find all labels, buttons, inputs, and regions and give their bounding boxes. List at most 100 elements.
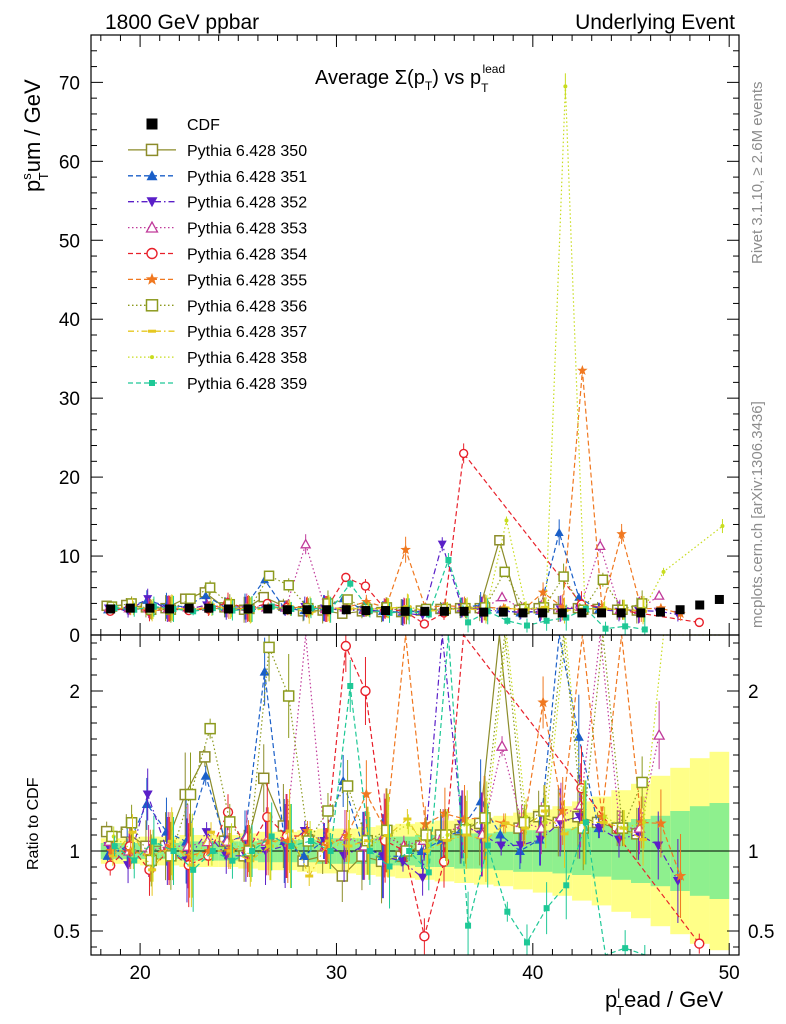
series-10-point-ratio-5 — [209, 848, 216, 854]
series-6-point-ratio-11 — [321, 840, 333, 851]
legend-item-3: Pythia 6.428 352 — [128, 195, 307, 212]
series-9-point-ratio-25 — [602, 814, 607, 819]
series-3-point-ratio-2 — [142, 790, 153, 800]
series-7-point-main-23 — [558, 571, 569, 582]
series-7-point-main-25 — [597, 574, 609, 585]
xlabel-base: p — [605, 987, 617, 1012]
series-7-point-main-12 — [342, 594, 353, 605]
series-8-point-ratio-17 — [442, 838, 451, 842]
series-10-point-ratio-8 — [268, 833, 275, 840]
series-10-point-ratio-0 — [111, 843, 118, 850]
series-5-point-main-13 — [360, 581, 371, 591]
plot-title: Average Σ(pT) vs pTlead — [315, 62, 505, 95]
y-tick-label-main-60: 60 — [59, 152, 80, 173]
series-9-point-ratio-22 — [543, 820, 548, 825]
series-10-point-main-22 — [543, 617, 550, 624]
series-6-point-ratio-28 — [655, 817, 667, 829]
series-8-point-ratio-11 — [324, 839, 333, 843]
series-10-point-ratio-10 — [307, 838, 314, 844]
series-7-point-ratio-21 — [518, 816, 531, 829]
series-8-point-ratio-6 — [226, 849, 235, 853]
legend-marker-10 — [149, 380, 155, 386]
cdf-point-25 — [597, 608, 607, 618]
series-3-point-ratio-22 — [535, 835, 546, 845]
series-10-point-ratio-6 — [229, 857, 236, 864]
series-9-point-ratio-26 — [622, 826, 627, 831]
series-7-point-ratio-19 — [479, 812, 491, 824]
series-10-point-main-17 — [445, 557, 452, 563]
y-axis-label-ratio: Ratio to CDF — [25, 777, 42, 870]
series-7-point-ratio-6 — [224, 816, 236, 828]
series-6-point-ratio-29 — [674, 870, 687, 881]
series-2-point-main-5 — [201, 591, 211, 600]
series-4-point-ratio-23 — [554, 810, 568, 822]
cdf-point-2 — [145, 603, 155, 613]
series-6-point-ratio-3 — [164, 840, 176, 851]
legend-item-5: Pythia 6.428 354 — [128, 247, 307, 264]
header-right: Underlying Event — [575, 11, 735, 34]
series-10-point-ratio-22 — [543, 905, 550, 912]
series-7-line-ratio — [111, 634, 643, 862]
series-7-line-main — [111, 570, 643, 612]
legend-item-10: Pythia 6.428 359 — [128, 376, 307, 393]
legend-label-9: Pythia 6.428 358 — [187, 350, 307, 367]
series-6-line-ratio — [111, 634, 682, 877]
series-3-point-main-17 — [437, 540, 447, 549]
series-10-point-main-12 — [347, 580, 354, 587]
header-left: 1800 GeV ppbar — [105, 11, 259, 34]
series-3-point-main-2 — [143, 595, 153, 604]
series-7-point-main-27 — [636, 598, 648, 609]
legend-marker-2 — [146, 170, 158, 181]
series-7-point-ratio-8 — [263, 641, 275, 654]
plot-title-main: Average Σ(p — [315, 67, 425, 89]
series-9-point-ratio-5 — [209, 853, 214, 858]
ylabel-sub: T — [36, 172, 51, 180]
series-9-line-main — [113, 86, 723, 612]
series-10-point-ratio-26 — [622, 945, 629, 952]
legend-marker-0 — [146, 118, 158, 130]
legend-marker-9 — [150, 355, 154, 360]
series-8-point-ratio-0 — [108, 854, 117, 858]
series-8-point-ratio-5 — [207, 830, 216, 834]
series-10-point-main-25 — [602, 625, 609, 632]
xlabel-sup: l — [617, 986, 620, 1001]
series-7-point-ratio-5 — [204, 722, 216, 735]
x-tick-label-30: 30 — [326, 963, 347, 984]
series-8-point-ratio-18 — [462, 833, 471, 837]
series-6-point-ratio-22 — [537, 696, 549, 708]
series-8-point-ratio-12 — [344, 844, 353, 848]
series-8-point-ratio-2 — [148, 868, 157, 872]
series-7-point-ratio-16 — [420, 829, 432, 841]
series-8-point-ratio-19 — [481, 838, 490, 842]
series-10-point-ratio-21 — [523, 939, 530, 946]
legend-item-8: Pythia 6.428 357 — [128, 324, 307, 341]
series-8-point-ratio-20 — [501, 821, 510, 825]
series-6-point-ratio-25 — [596, 810, 608, 822]
series-6-point-ratio-23 — [557, 805, 569, 816]
series-2-point-main-23 — [554, 527, 564, 536]
cdf-point-4 — [184, 603, 194, 613]
series-5-point-ratio-20 — [694, 938, 705, 949]
series-8-point-ratio-22 — [540, 809, 549, 813]
series-4-point-main-28 — [653, 589, 665, 600]
series-10-point-ratio-9 — [288, 843, 295, 849]
y-axis-label-main: ps Tum / GeV — [19, 79, 51, 192]
series-6-point-main-26 — [616, 528, 627, 539]
series-2-point-ratio-8 — [259, 666, 270, 676]
series-2-point-ratio-5 — [200, 770, 211, 780]
series-9-point-ratio-27 — [641, 820, 646, 825]
series-2-point-ratio-24 — [573, 731, 584, 741]
legend-marker-3 — [146, 197, 158, 208]
legend-item-0: CDF — [146, 117, 220, 134]
series-9-point-ratio-0 — [111, 834, 116, 839]
cdf-point-20 — [498, 607, 508, 617]
series-7-point-ratio-12 — [341, 780, 354, 792]
series-3-point-ratio-16 — [417, 873, 428, 883]
series-10-point-ratio-3 — [170, 848, 177, 854]
series-9-point-ratio-3 — [170, 844, 175, 849]
series-9-point-ratio-12 — [347, 834, 352, 838]
series-4-point-ratio-4 — [181, 839, 194, 851]
series-3-point-ratio-26 — [613, 835, 624, 845]
series-8-point-ratio-25 — [599, 820, 608, 824]
series-9-point-ratio-18 — [465, 822, 470, 827]
